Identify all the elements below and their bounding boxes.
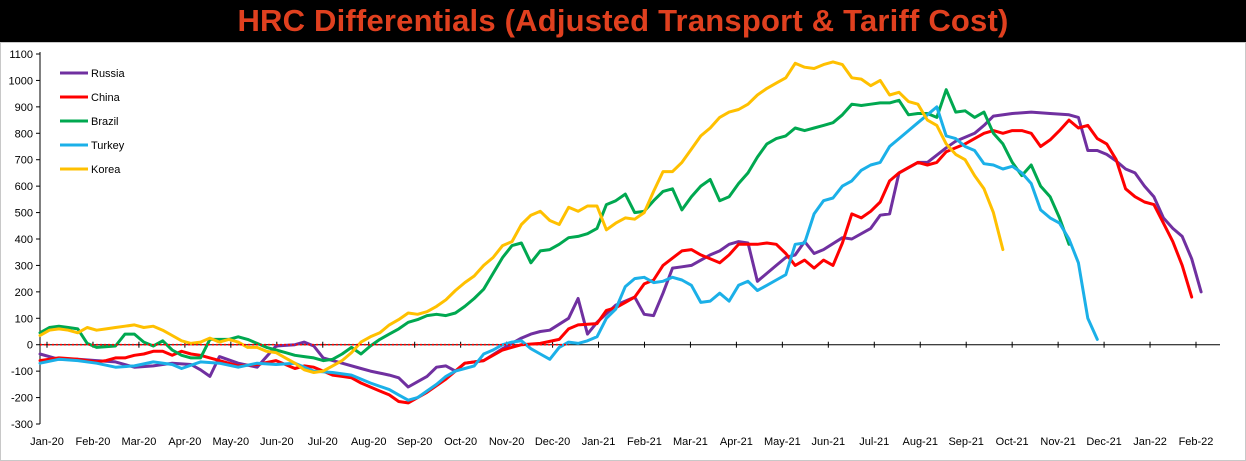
y-tick-label: 500	[15, 208, 33, 220]
series-line-turkey	[38, 105, 1099, 402]
legend-label-korea: Korea	[91, 164, 121, 176]
x-tick-label: Feb-22	[1179, 436, 1214, 448]
y-tick-label: 100	[15, 313, 33, 325]
series-line-brazil	[38, 88, 1071, 363]
x-tick-label: May-21	[764, 436, 801, 448]
x-tick-label: Nov-21	[1040, 436, 1075, 448]
legend-label-turkey: Turkey	[91, 140, 125, 152]
x-tick-label: Mar-20	[121, 436, 156, 448]
x-tick-label: Dec-20	[535, 436, 570, 448]
x-tick-label: Jul-21	[859, 436, 889, 448]
x-tick-label: Aug-20	[351, 436, 386, 448]
y-tick-label: 400	[15, 234, 33, 246]
x-tick-label: Jul-20	[308, 436, 338, 448]
x-tick-label: Jun-21	[811, 436, 845, 448]
x-tick-label: Oct-20	[444, 436, 477, 448]
x-tick-label: Aug-21	[902, 436, 937, 448]
y-tick-label: 700	[15, 155, 33, 167]
x-tick-label: Dec-21	[1086, 436, 1121, 448]
x-tick-label: Feb-20	[76, 436, 111, 448]
x-tick-label: Apr-21	[720, 436, 753, 448]
x-tick-label: May-20	[212, 436, 249, 448]
y-tick-label: 300	[15, 260, 33, 272]
y-tick-label: 0	[27, 340, 33, 352]
legend-label-china: China	[91, 92, 121, 104]
x-tick-label: Jan-22	[1133, 436, 1167, 448]
y-tick-label: -300	[11, 419, 33, 431]
y-tick-label: -100	[11, 366, 33, 378]
line-chart: -300 -200 -100 0 100 200 300 400 500 600 700 800 900…	[0, 42, 1246, 461]
chart-title: HRC Differentials (Adjusted Transport & …	[237, 3, 1009, 38]
y-tick-label: 900	[15, 102, 33, 114]
x-tick-label: Apr-20	[168, 436, 201, 448]
y-tick-label: -200	[11, 393, 33, 405]
legend-label-russia: Russia	[91, 68, 126, 80]
y-tick-label: 600	[15, 181, 33, 193]
y-tick-label: 1000	[9, 75, 33, 87]
y-tick-label: 1100	[9, 49, 33, 61]
x-tick-label: Sep-21	[948, 436, 983, 448]
series-line-korea	[38, 60, 1005, 374]
chart-border	[0, 42, 1246, 461]
x-tick-label: Oct-21	[996, 436, 1029, 448]
y-tick-label: 800	[15, 128, 33, 140]
x-tick-label: Mar-21	[673, 436, 708, 448]
y-tick-label: 200	[15, 287, 33, 299]
x-tick-label: Sep-20	[397, 436, 432, 448]
chart-title-bar: HRC Differentials (Adjusted Transport & …	[0, 0, 1246, 42]
x-tick-label: Jan-20	[30, 436, 64, 448]
x-tick-label: Jun-20	[260, 436, 294, 448]
x-tick-label: Nov-20	[489, 436, 524, 448]
x-tick-label: Jan-21	[582, 436, 616, 448]
x-tick-label: Feb-21	[627, 436, 662, 448]
legend-label-brazil: Brazil	[91, 116, 119, 128]
